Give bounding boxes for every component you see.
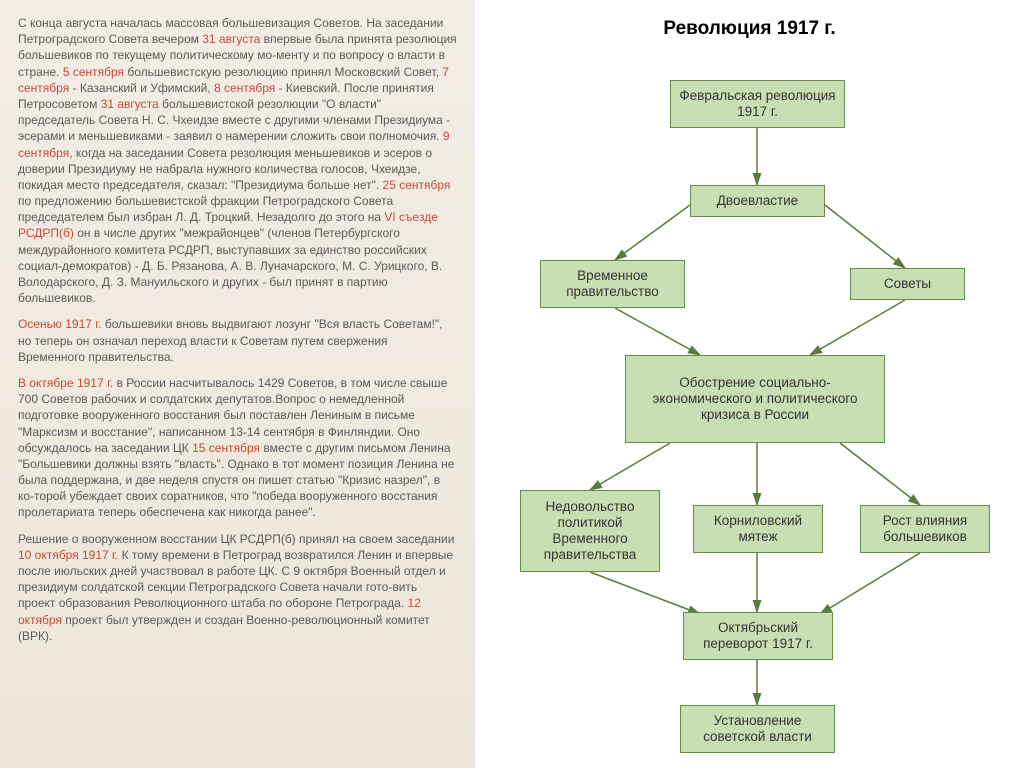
- paragraph-2: Осенью 1917 г. большевики вновь выдвигаю…: [18, 316, 457, 365]
- flowchart-node: Двоевластие: [690, 185, 825, 217]
- t: по предложению большевистской фракции Пе…: [18, 194, 393, 224]
- t: он в числе других "межрайонцев" (членов …: [18, 226, 442, 305]
- date: 25 сентября: [383, 178, 451, 192]
- paragraph-1: С конца августа началась массовая больше…: [18, 15, 457, 306]
- chart-title: Революция 1917 г.: [475, 18, 1024, 40]
- date: 31 августа: [101, 97, 159, 111]
- text-column: С конца августа началась массовая больше…: [0, 0, 475, 768]
- date: В октябре 1917 г.: [18, 376, 113, 390]
- flowchart-node: Октябрьский переворот 1917 г.: [683, 612, 833, 660]
- paragraph-3: В октябре 1917 г. в России насчитывалось…: [18, 375, 457, 521]
- flowchart-node: Недовольство политикой Временного правит…: [520, 490, 660, 572]
- flowchart-node: Корниловский мятеж: [693, 505, 823, 553]
- t: Решение о вооруженном восстании ЦК РСДРП…: [18, 532, 454, 546]
- date: 15 сентября: [192, 441, 260, 455]
- flowchart-node: Установление советской власти: [680, 705, 835, 753]
- flowchart-node: Советы: [850, 268, 965, 300]
- date: 10 октября 1917 г.: [18, 548, 118, 562]
- flowchart-node: Рост влияния большевиков: [860, 505, 990, 553]
- flowchart-node: Февральская революция 1917 г.: [670, 80, 845, 128]
- t: большевистскую резолюцию принял Московск…: [124, 65, 442, 79]
- date: 31 августа: [202, 32, 260, 46]
- t: , когда на заседании Совета резолюция ме…: [18, 146, 432, 192]
- flowchart-panel: Революция 1917 г. Февральская революция …: [475, 0, 1024, 768]
- date: Осенью 1917 г.: [18, 317, 102, 331]
- t: - Казанский и Уфимский,: [69, 81, 214, 95]
- t: проект был утвержден и создан Военно-рев…: [18, 613, 430, 643]
- paragraph-4: Решение о вооруженном восстании ЦК РСДРП…: [18, 531, 457, 644]
- flowchart-node: Временное правительство: [540, 260, 685, 308]
- date: 5 сентября: [63, 65, 124, 79]
- date: 8 сентября: [214, 81, 275, 95]
- flowchart-node: Обострение социально- экономического и п…: [625, 355, 885, 443]
